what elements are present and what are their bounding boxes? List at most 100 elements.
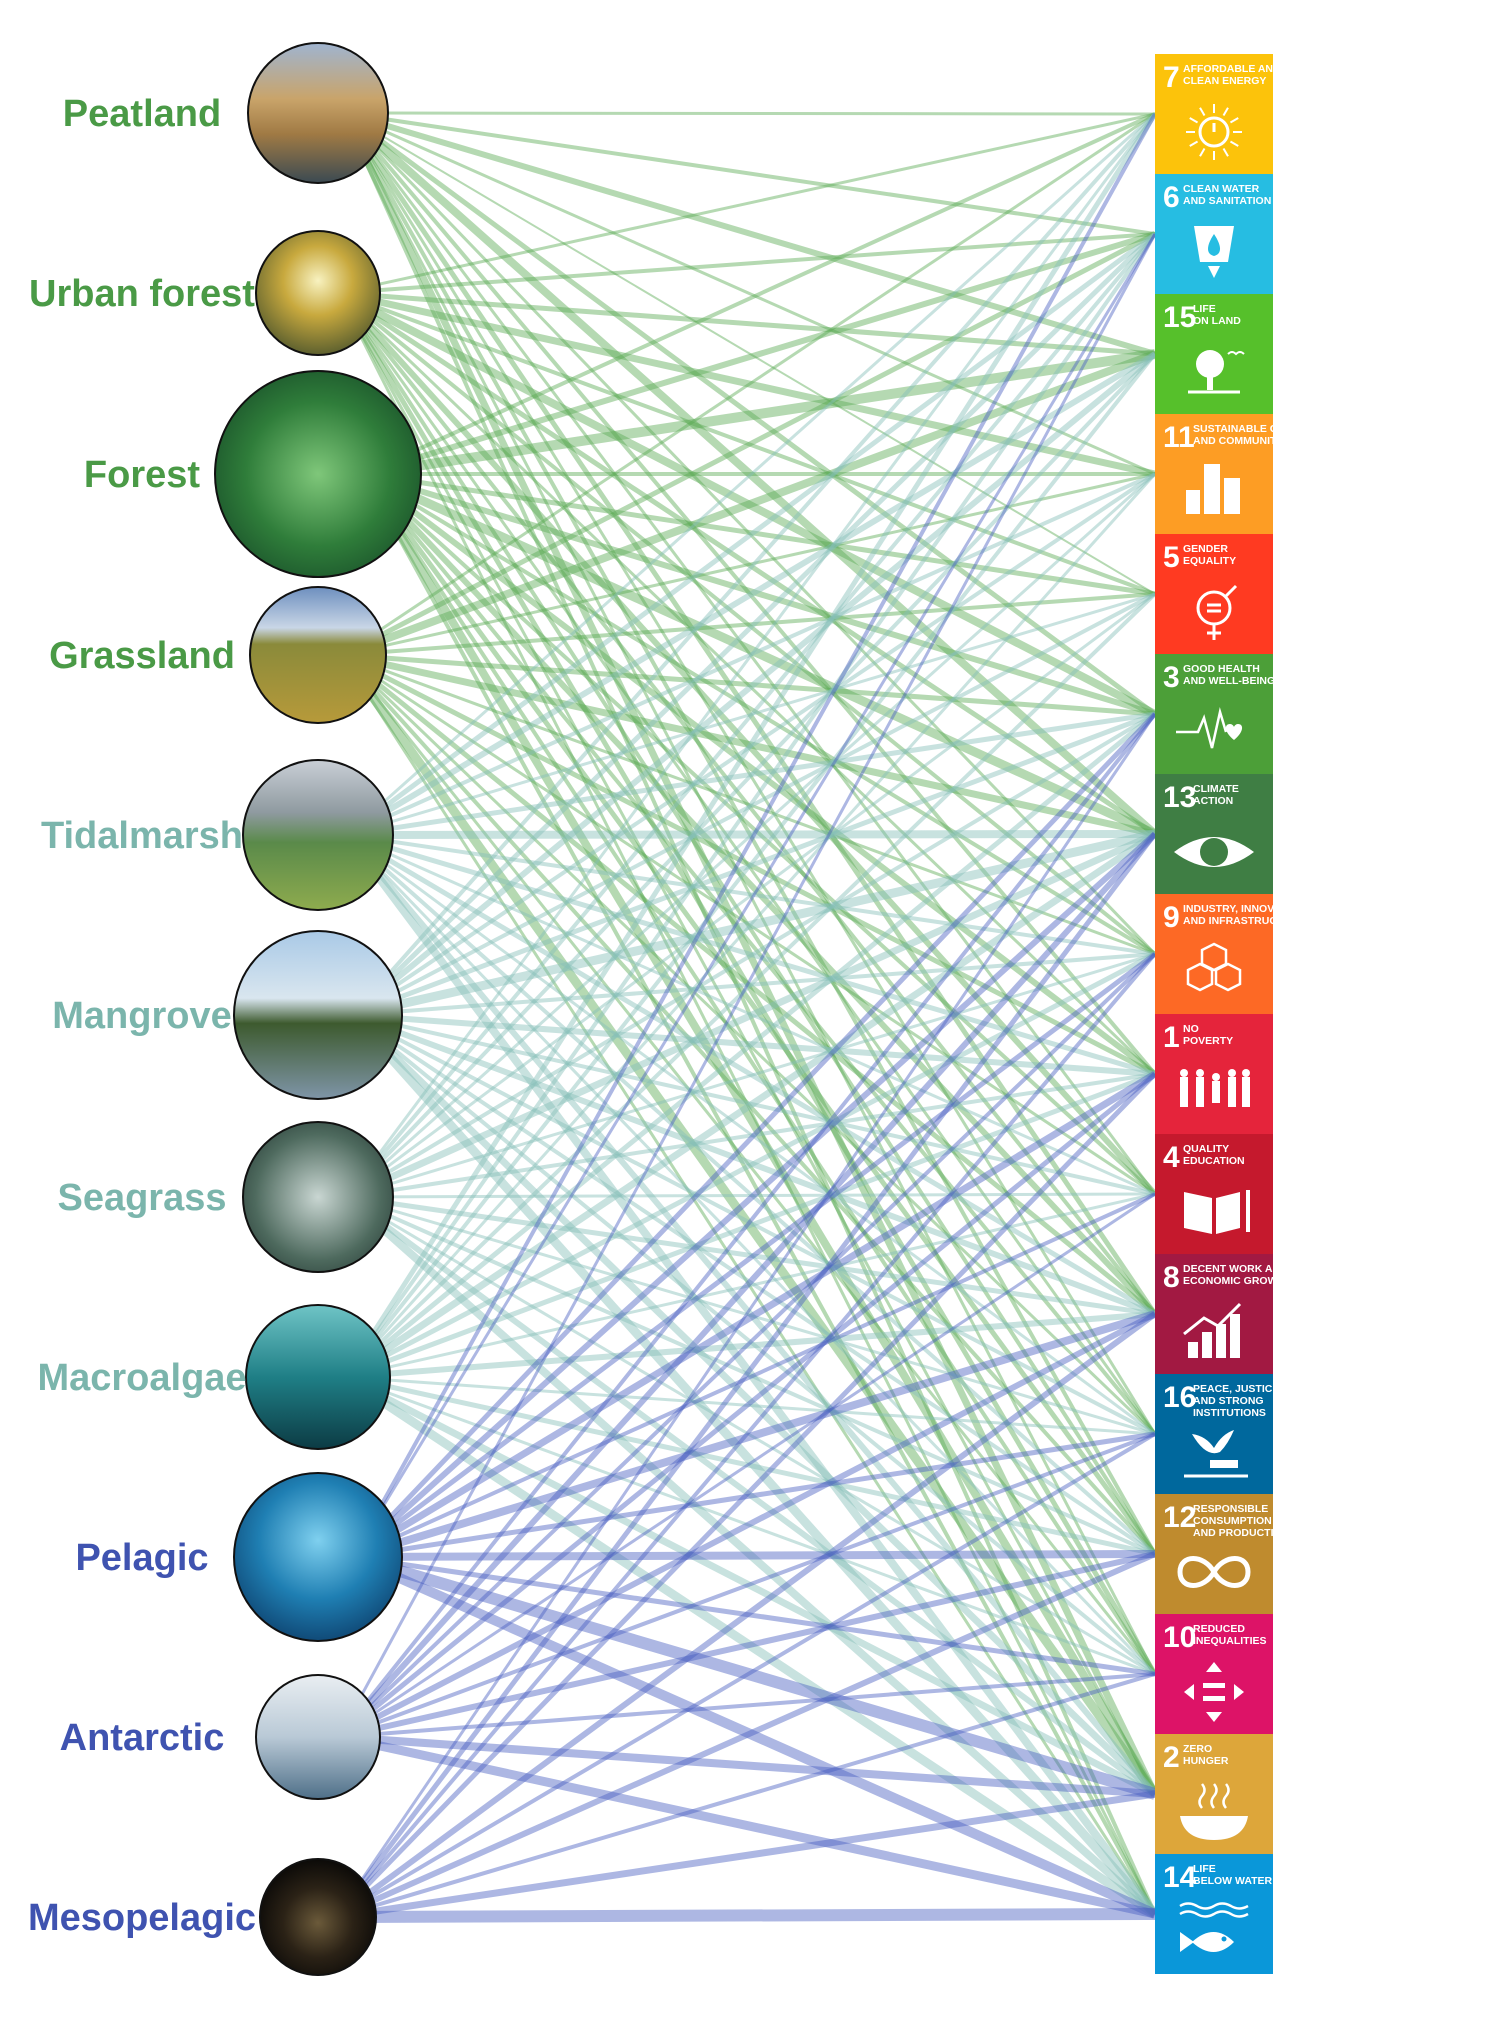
link-peatland-sdg-15 [359, 114, 1156, 357]
link-seagrass-sdg-6 [361, 232, 1157, 1180]
link-forest-sdg-1 [377, 483, 1157, 1077]
sdg-title-line: HUNGER [1183, 1755, 1229, 1767]
link-macroalgae-sdg-7 [359, 112, 1158, 1354]
link-tidalmarsh-sdg-5 [362, 592, 1156, 832]
link-peatland-sdg-11 [359, 118, 1156, 476]
link-grassland-sdg-6 [357, 231, 1157, 649]
link-antarctic-sdg-4 [354, 1192, 1156, 1728]
link-peatland-sdg-14 [358, 148, 1157, 1915]
sdg-title-line: AND SANITATION [1183, 195, 1271, 207]
sdg-title-line: QUALITY [1183, 1143, 1229, 1155]
link-urban-forest-sdg-4 [352, 309, 1158, 1197]
link-pelagic-sdg-14 [366, 1559, 1158, 1919]
link-forest-sdg-4 [378, 486, 1157, 1196]
link-urban-forest-sdg-14 [353, 324, 1157, 1915]
link-peatland-sdg-5 [359, 121, 1156, 595]
link-seagrass-sdg-3 [361, 712, 1157, 1190]
cubes-icon [1186, 942, 1242, 992]
link-urban-forest-sdg-10 [353, 319, 1158, 1676]
link-urban-forest-sdg-16 [353, 314, 1157, 1435]
ecosystem-photo [249, 586, 387, 724]
sdg-number: 16 [1163, 1381, 1196, 1414]
link-urban-forest-sdg-12 [353, 317, 1157, 1556]
ecosystem-label: Macroalgae [37, 1357, 246, 1399]
link-seagrass-sdg-8 [362, 1196, 1156, 1317]
sdg-title-line: AND WELL-BEING [1183, 675, 1275, 687]
link-mangrove-sdg-8 [367, 1018, 1157, 1317]
sdg-title-line: GENDER [1183, 543, 1228, 555]
sdg-number: 14 [1163, 1861, 1197, 1894]
ecosystem-photo [233, 930, 403, 1100]
sdg-title-line: CLIMATE [1193, 783, 1239, 795]
link-grassland-sdg-3 [358, 653, 1156, 717]
ecosystem-photo [233, 1472, 403, 1642]
link-mesopelagic-sdg-1 [351, 1072, 1157, 1902]
sdg-title-line: PEACE, JUSTICE [1193, 1383, 1279, 1395]
link-pelagic-sdg-10 [368, 1556, 1156, 1677]
sdg-title-line: RESPONSIBLE [1193, 1503, 1268, 1515]
link-forest-sdg-14 [378, 501, 1157, 1915]
link-urban-forest-sdg-3 [353, 297, 1157, 718]
link-macroalgae-sdg-5 [359, 592, 1157, 1363]
link-mangrove-sdg-9 [368, 952, 1156, 1016]
sdg-title-line: EDUCATION [1183, 1155, 1245, 1167]
link-antarctic-sdg-12 [354, 1551, 1156, 1737]
link-pelagic-sdg-13 [366, 831, 1158, 1545]
link-seagrass-sdg-14 [360, 1208, 1158, 1917]
link-mesopelagic-sdg-9 [351, 952, 1157, 1900]
link-pelagic-sdg-7 [366, 113, 1157, 1530]
book-pencil-icon [1184, 1190, 1250, 1234]
link-forest-sdg-7 [378, 112, 1156, 469]
sun-power-icon [1186, 104, 1242, 160]
link-macroalgae-sdg-9 [360, 951, 1157, 1371]
sdg-title-line: LIFE [1193, 1863, 1216, 1875]
ecosystem-macroalgae: Macroalgae [37, 1304, 391, 1450]
city-icon [1186, 464, 1240, 514]
link-antarctic-sdg-2 [354, 1734, 1156, 1798]
gender-equality-icon [1196, 584, 1238, 640]
link-forest-sdg-9 [378, 481, 1157, 956]
link-macroalgae-sdg-2 [359, 1382, 1157, 1798]
link-urban-forest-sdg-6 [355, 232, 1156, 294]
link-grassland-sdg-7 [357, 112, 1156, 646]
ecosystem-pelagic: Pelagic [75, 1472, 403, 1642]
sdg-title-line: ACTION [1193, 795, 1233, 807]
eye-globe-icon [1174, 837, 1254, 867]
sdg-number: 10 [1163, 1621, 1196, 1654]
ecosystem-peatland: Peatland [63, 42, 389, 184]
sdg-title-line: ON LAND [1193, 315, 1241, 327]
link-macroalgae-sdg-11 [360, 472, 1157, 1360]
sdg-number: 5 [1163, 541, 1180, 574]
link-grassland-sdg-15 [357, 350, 1157, 653]
link-mangrove-sdg-12 [367, 1024, 1157, 1556]
link-urban-forest-sdg-11 [354, 293, 1156, 478]
link-macroalgae-sdg-4 [360, 1192, 1156, 1375]
link-grassland-sdg-13 [358, 655, 1156, 838]
link-pelagic-sdg-1 [366, 1071, 1157, 1551]
sdg-title-line: AND STRONG [1193, 1395, 1264, 1407]
link-tidalmarsh-sdg-1 [362, 837, 1156, 1077]
link-antarctic-sdg-10 [355, 1672, 1156, 1738]
ecosystem-photo [255, 230, 381, 356]
ecosystem-photo [247, 42, 389, 184]
ecosystem-label: Tidalmarsh [41, 815, 243, 857]
link-mangrove-sdg-3 [367, 711, 1156, 1012]
link-seagrass-sdg-9 [362, 952, 1156, 1194]
link-mesopelagic-sdg-12 [351, 1551, 1157, 1913]
link-urban-forest-sdg-15 [355, 291, 1156, 357]
link-grassland-sdg-2 [355, 675, 1159, 1797]
link-pelagic-sdg-12 [368, 1550, 1156, 1561]
ecosystem-mangrove: Mangrove [52, 930, 403, 1100]
link-seagrass-sdg-2 [361, 1206, 1157, 1797]
link-mesopelagic-sdg-10 [352, 1672, 1156, 1915]
link-seagrass-sdg-12 [362, 1202, 1156, 1556]
ecosystem-column: Peatland Urban forest Forest Grassland Tidal… [28, 42, 422, 1976]
ecosystem-grassland: Grassland [49, 586, 387, 724]
link-grassland-sdg-4 [357, 664, 1156, 1196]
link-tidalmarsh-sdg-6 [361, 231, 1157, 825]
ecosystem-photo [214, 370, 422, 578]
